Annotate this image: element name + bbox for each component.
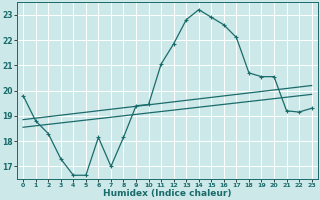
X-axis label: Humidex (Indice chaleur): Humidex (Indice chaleur) [103, 189, 232, 198]
